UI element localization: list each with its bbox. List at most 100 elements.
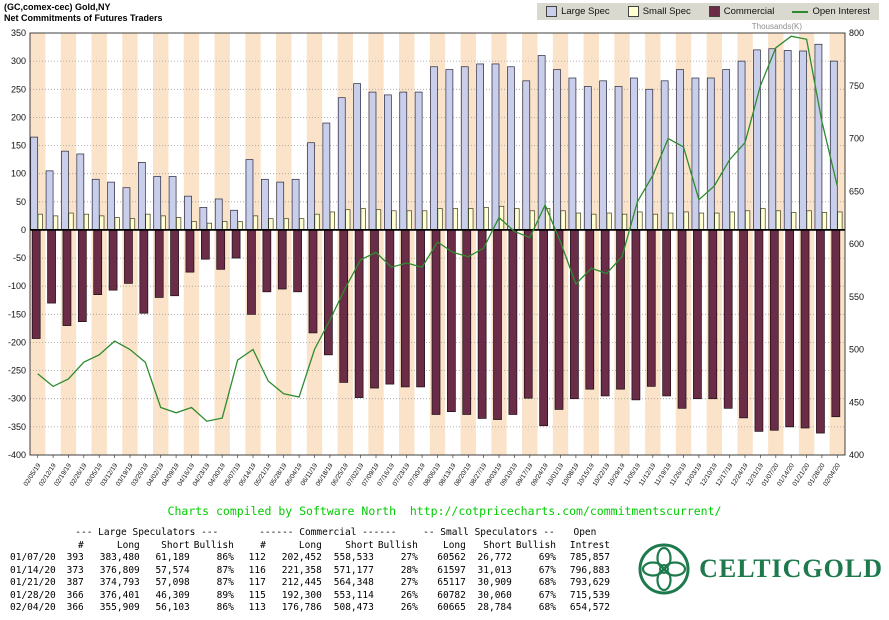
table-cell: 86% [216, 552, 234, 563]
commercial-bars [31, 229, 841, 434]
table-cell: 68% [538, 602, 556, 613]
svg-text:-50: -50 [13, 253, 26, 263]
legend-item-commercial: Commercial [708, 6, 774, 17]
chart-title-line2: Net Commitments of Futures Traders [4, 13, 163, 23]
open-interest-swatch [792, 10, 809, 13]
svg-text:0: 0 [21, 225, 26, 235]
table-row: 01/21/20 387 374,793 57,098 87% 117 212,445 564… [8, 577, 612, 590]
table-cell: 26% [400, 602, 418, 613]
table-column-header-row: # Long Short Bullish # Long Short Bullish Long Sh… [8, 540, 612, 553]
logo-text: CELTICGOLD [699, 554, 883, 583]
svg-text:100: 100 [11, 169, 26, 179]
table-cell: 393 [66, 552, 84, 563]
svg-text:250: 250 [11, 84, 26, 94]
column-header [8, 540, 58, 553]
column-header: Long [442, 539, 466, 551]
table-cell: 27% [400, 552, 418, 563]
column-header: Short [483, 539, 512, 551]
commercial-group-header: ------ Commercial ------ [259, 527, 397, 538]
table-cell: 553,114 [333, 589, 374, 601]
svg-text:-300: -300 [8, 394, 26, 404]
table-cell: 376,401 [99, 589, 140, 601]
table-cell: 376,809 [99, 564, 140, 576]
table-cell: 87% [216, 577, 234, 588]
table-cell: 27% [400, 577, 418, 588]
table-cell: 558,533 [333, 552, 374, 563]
table-cell: 28% [400, 564, 418, 576]
column-header: Intrest [569, 539, 610, 551]
table-cell: 117 [248, 577, 266, 588]
table-cell: 112 [248, 552, 266, 563]
table-cell: 793,629 [569, 577, 610, 588]
table-row: 01/07/20 393 383,480 61,189 86% 112 202,452 558… [8, 552, 612, 565]
svg-text:650: 650 [849, 186, 864, 196]
table-cell: 01/07/20 [10, 552, 56, 563]
column-header: Bullish [377, 539, 418, 551]
table-cell: 57,098 [155, 577, 190, 588]
table-cell: 69% [538, 552, 556, 563]
table-cell: 57,574 [155, 564, 190, 576]
table-cell: 564,348 [333, 577, 374, 588]
table-cell: 654,572 [569, 602, 610, 613]
table-cell: 67% [538, 589, 556, 601]
table-cell: 87% [216, 564, 234, 576]
table-cell: 86% [216, 602, 234, 613]
table-cell: 61,189 [155, 552, 190, 563]
column-header: Short [345, 539, 374, 551]
table-body: 01/07/20 393 383,480 61,189 86% 112 202,452 558… [8, 552, 612, 615]
column-header: Bullish [515, 539, 556, 551]
table-cell: 68% [538, 577, 556, 588]
small-spec-swatch [627, 6, 639, 17]
table-cell: 65117 [437, 577, 466, 588]
table-cell: 113 [248, 602, 266, 613]
table-cell: 01/14/20 [10, 564, 56, 576]
right-axis-title: Thousands(K) [752, 22, 803, 31]
legend-item-small-spec: Small Spec [627, 6, 691, 17]
table-cell: 212,445 [281, 577, 322, 588]
column-header: Long [116, 539, 140, 551]
open-interest-line [37, 35, 838, 422]
table-cell: 355,909 [99, 602, 140, 613]
svg-text:300: 300 [11, 56, 26, 66]
svg-text:-150: -150 [8, 309, 26, 319]
svg-text:450: 450 [849, 397, 864, 407]
legend-label: Small Spec [642, 6, 691, 17]
gridlines [30, 60, 845, 428]
svg-text:350: 350 [11, 28, 26, 38]
table-cell: 115 [248, 589, 266, 601]
table-group-header-row: --- Large Speculators --- ------ Commerc… [8, 527, 612, 540]
table-cell: 67% [538, 564, 556, 576]
table-cell: 89% [216, 589, 234, 601]
legend-label: Large Spec [561, 6, 610, 17]
svg-text:150: 150 [11, 141, 26, 151]
column-header: Long [298, 539, 322, 551]
table-row: 01/28/20 366 376,401 46,309 89% 115 192,300 553… [8, 590, 612, 603]
table-row: 01/14/20 373 376,809 57,574 87% 116 221,358 571… [8, 565, 612, 578]
chart-title: (GC,comex-cec) Gold,NY Net Commitments o… [4, 2, 163, 24]
table-cell: 715,539 [569, 589, 610, 601]
cot-chart: 350300250200150100500-50-100-150-200-250… [8, 22, 864, 488]
svg-text:750: 750 [849, 81, 864, 91]
table-cell: 31,013 [477, 564, 512, 576]
column-header: # [78, 539, 84, 551]
table-cell: 116 [248, 564, 266, 576]
svg-text:200: 200 [11, 112, 26, 122]
table-cell: 26% [400, 589, 418, 601]
large-spec-swatch [546, 6, 558, 17]
table-cell: 373 [66, 564, 84, 576]
table-cell: 387 [66, 577, 84, 588]
large-spec-bars [30, 43, 838, 231]
column-header: # [260, 539, 266, 551]
legend-label: Open Interest [812, 6, 870, 17]
column-header: Short [161, 539, 190, 551]
table-cell: 366 [66, 602, 84, 613]
table-cell: 46,309 [155, 589, 190, 601]
small-spec-bars [37, 205, 843, 231]
chart-legend: Large Spec Small Spec Commercial Open Inter… [537, 3, 879, 20]
x-axis-labels: 02/05/1902/12/1902/19/1902/26/1903/05/19… [23, 455, 842, 488]
table-cell: 28,784 [477, 602, 512, 613]
table-cell: 374,793 [99, 577, 140, 588]
table-cell: 221,358 [281, 564, 322, 576]
table-cell: 192,300 [281, 589, 322, 601]
small-speculators-group-header: -- Small Speculators -- [423, 527, 555, 538]
